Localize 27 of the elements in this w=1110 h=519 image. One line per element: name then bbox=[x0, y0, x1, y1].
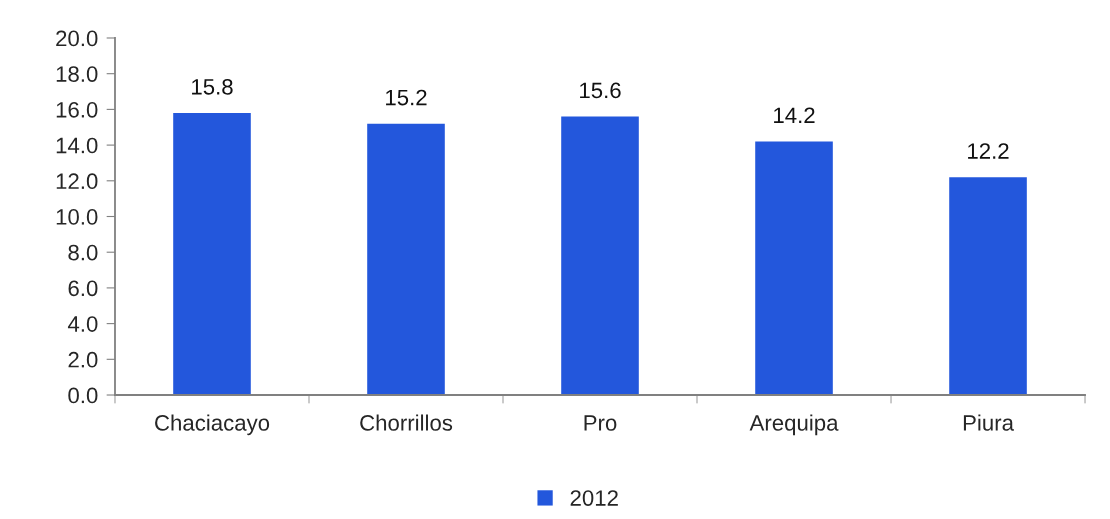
y-tick-label: 18.0 bbox=[56, 66, 98, 82]
data-label: 15.2 bbox=[386, 89, 427, 106]
x-tick-label: Piura bbox=[963, 414, 1014, 431]
legend-label: 2012 bbox=[570, 490, 618, 506]
x-tick-label: Pro bbox=[584, 415, 617, 431]
x-tick-label: Chaciacayo bbox=[155, 414, 270, 436]
y-tick-label: 14.0 bbox=[56, 137, 98, 154]
y-tick-label: 10.0 bbox=[56, 209, 98, 225]
x-tick-label: Arequipa bbox=[749, 414, 839, 436]
data-label: 15.6 bbox=[580, 82, 621, 99]
y-tick-label: 2.0 bbox=[68, 351, 98, 368]
y-tick-label: 12.0 bbox=[56, 173, 98, 190]
y-tick-label: 6.0 bbox=[68, 280, 98, 297]
y-tick-label: 16.0 bbox=[56, 101, 98, 118]
y-tick-label: 4.0 bbox=[67, 316, 98, 332]
y-tick-label: 0.0 bbox=[68, 387, 98, 404]
data-label: 14.2 bbox=[774, 107, 815, 124]
bar bbox=[949, 177, 1027, 396]
x-tick-label: Chorrillos bbox=[360, 414, 453, 431]
data-label: 15.8 bbox=[192, 78, 233, 95]
bar bbox=[561, 116, 639, 396]
bar bbox=[173, 112, 251, 396]
bar bbox=[367, 123, 445, 396]
y-tick-label: 20.0 bbox=[56, 30, 98, 47]
bar bbox=[755, 141, 833, 396]
data-label: 12.2 bbox=[968, 143, 1009, 159]
y-tick-label: 8.0 bbox=[68, 244, 98, 261]
